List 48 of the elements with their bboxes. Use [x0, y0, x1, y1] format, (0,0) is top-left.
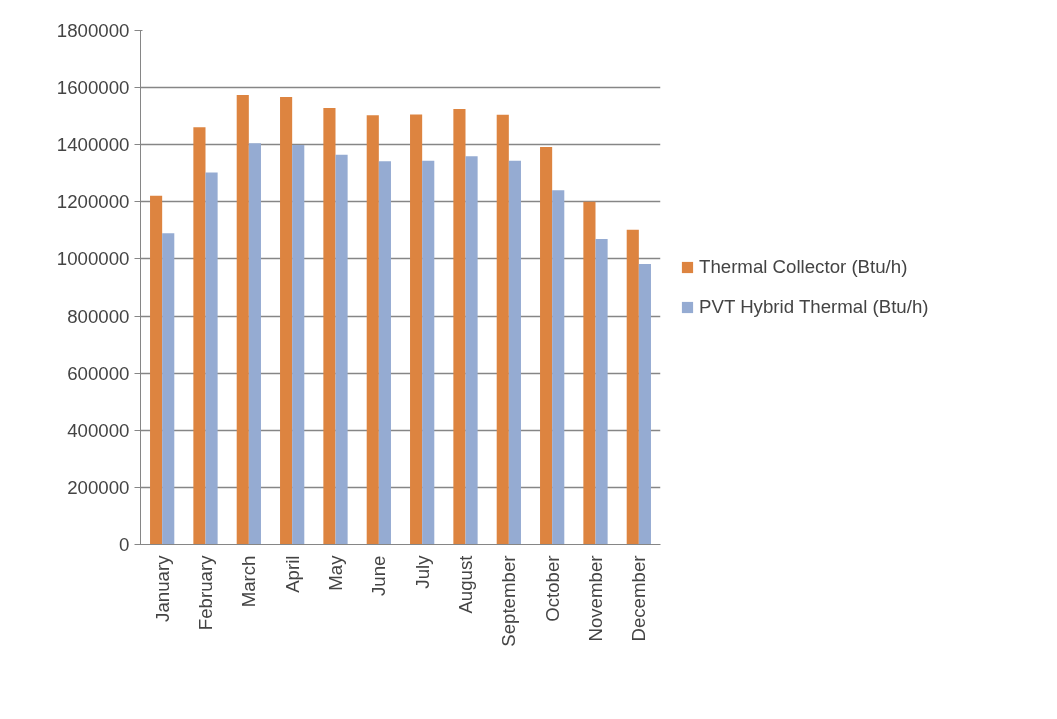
bar [323, 107, 336, 545]
bar [366, 115, 379, 545]
bar [422, 160, 435, 545]
x-tick-label: July [411, 554, 433, 589]
x-tick-label: February [195, 554, 216, 631]
y-tick-label: 200000 [67, 476, 130, 498]
y-tick-label: 800000 [67, 305, 130, 327]
bar [583, 201, 596, 545]
bar [638, 264, 651, 545]
y-tick-label: 600000 [67, 362, 130, 384]
bar [453, 109, 466, 545]
bar [292, 145, 305, 545]
x-tick-label: September [498, 555, 520, 647]
bar [335, 154, 348, 545]
bar [248, 143, 261, 545]
x-tick-label: May [325, 554, 346, 591]
x-tick-label: April [281, 555, 303, 593]
x-tick-label: August [455, 554, 476, 614]
x-tick-label: December [628, 555, 650, 642]
bar [465, 156, 478, 545]
bar [508, 160, 521, 545]
bar [378, 161, 391, 545]
x-tick-label: October [541, 555, 563, 622]
bar [162, 233, 175, 545]
y-tick-label: 1200000 [56, 191, 130, 213]
y-tick-label: 400000 [67, 419, 130, 441]
y-tick-label: 1400000 [56, 134, 130, 156]
legend-label: PVT Hybrid Thermal (Btu/h) [699, 296, 929, 318]
bar [410, 114, 423, 545]
bar [150, 195, 163, 545]
x-tick-label: June [368, 555, 390, 596]
bar [280, 97, 293, 545]
bar [193, 127, 206, 545]
bar [205, 172, 218, 545]
y-tick-label: 1000000 [56, 248, 130, 270]
x-tick-label: January [151, 554, 173, 622]
bar [626, 229, 639, 545]
bar [540, 147, 553, 545]
y-tick-label: 0 [119, 534, 130, 555]
y-tick-label: 1600000 [56, 77, 130, 99]
y-tick-label: 1800000 [56, 20, 130, 41]
bar [552, 190, 565, 545]
bar [236, 95, 249, 545]
x-tick-label: March [238, 555, 260, 608]
x-tick-label: November [585, 555, 606, 642]
bar [595, 238, 608, 545]
bar [496, 114, 509, 545]
legend-label: Thermal Collector (Btu/h) [699, 256, 908, 278]
